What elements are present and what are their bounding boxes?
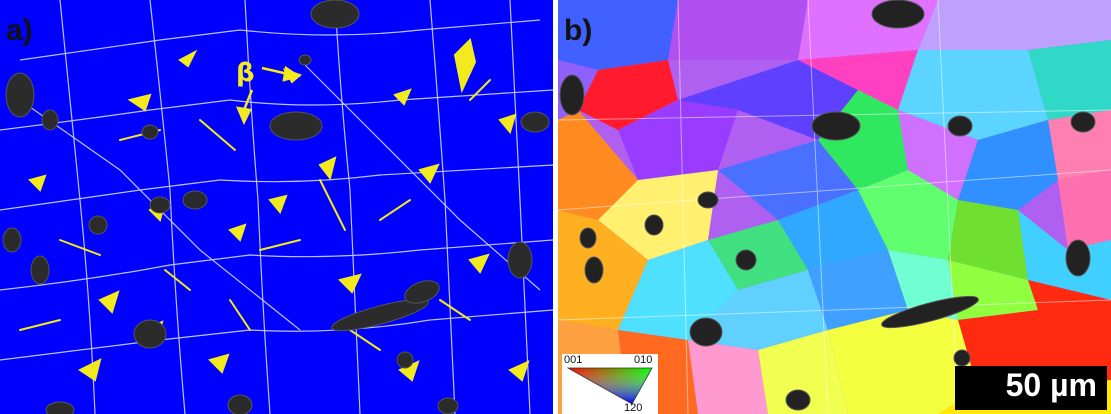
scale-bar [955, 366, 1107, 410]
ipf-color-legend: 001 010 120 [562, 354, 658, 414]
ipf-map-image [558, 0, 1111, 414]
legend-label-010: 010 [634, 354, 653, 366]
legend-label-120: 120 [624, 402, 643, 414]
panel-b-label: b) [564, 14, 593, 47]
beta-phase-label: β [236, 58, 255, 88]
legend-label-001: 001 [564, 354, 583, 366]
panel-a-label: a) [6, 14, 33, 47]
scale-bar-label: 50 µm [1005, 367, 1097, 403]
phase-map-panel: a) β [0, 0, 553, 414]
ipf-map-panel: b) 001 010 120 50 µm [558, 0, 1111, 414]
ipf-color-triangle [566, 367, 653, 405]
phase-map-image [0, 0, 553, 414]
